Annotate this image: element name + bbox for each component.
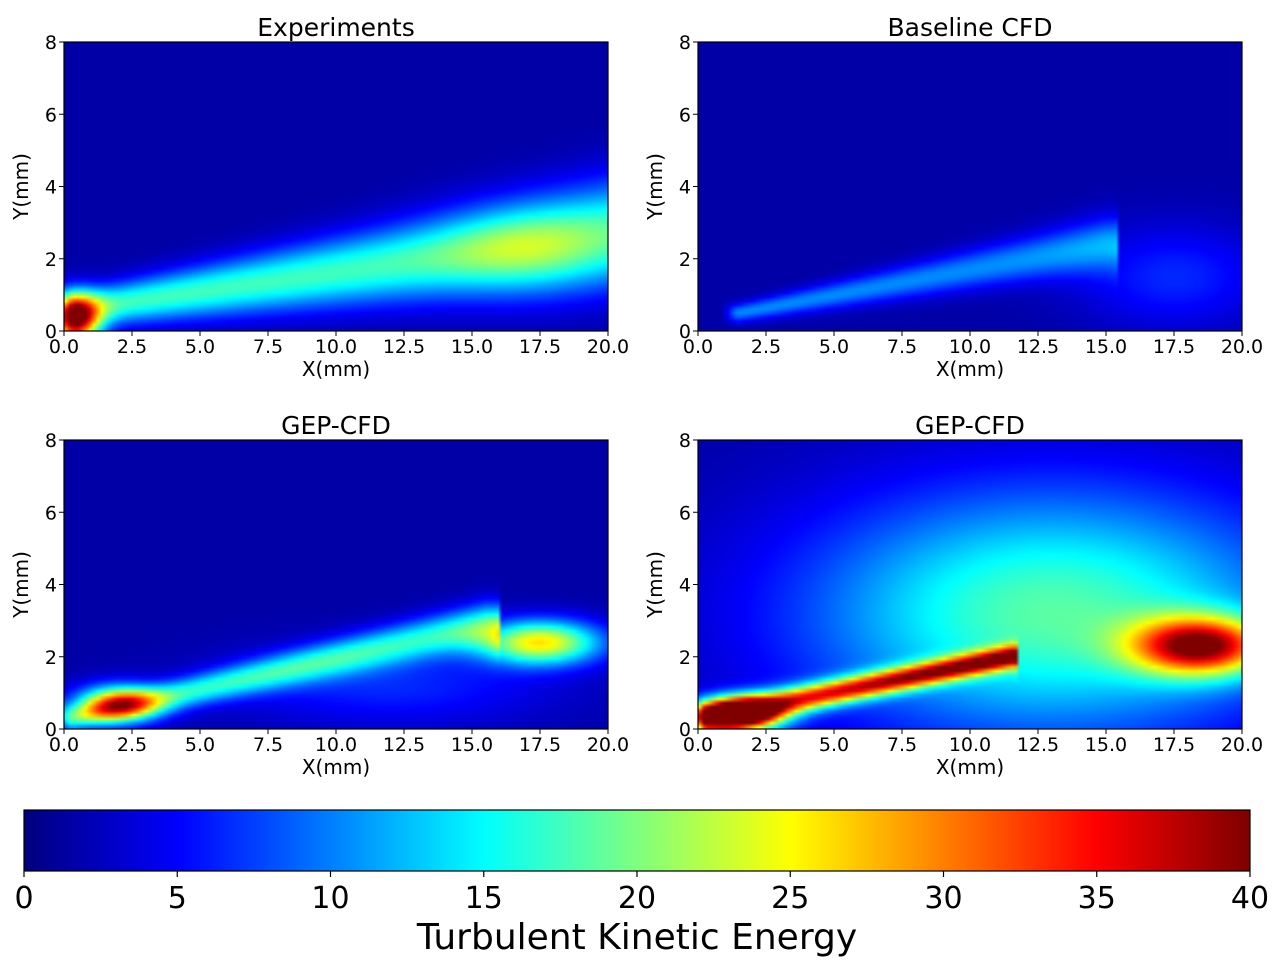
x-tick-label: 20.0	[1221, 336, 1263, 358]
y-tick-label: 6	[45, 502, 57, 524]
x-tick-label: 15.0	[451, 336, 493, 358]
x-tick-label: 10.0	[949, 336, 991, 358]
x-tick-label: 15.0	[451, 734, 493, 756]
x-tick-label: 2.5	[117, 734, 147, 756]
x-tick-label: 7.5	[887, 336, 917, 358]
colorbar-tick-label: 40	[1231, 881, 1269, 916]
y-tick-label: 2	[679, 647, 691, 669]
y-tick-label: 4	[679, 177, 691, 199]
x-tick-label: 0.0	[49, 734, 79, 756]
x-axis-label: X(mm)	[936, 755, 1004, 779]
colorbar-tick-label: 10	[311, 881, 349, 916]
y-tick-label: 6	[679, 104, 691, 126]
x-tick-label: 7.5	[887, 734, 917, 756]
panel-title: Baseline CFD	[887, 13, 1052, 42]
x-tick-label: 17.5	[1153, 336, 1195, 358]
x-tick-label: 20.0	[587, 734, 629, 756]
x-tick-label: 5.0	[185, 336, 215, 358]
x-tick-label: 20.0	[1221, 734, 1263, 756]
colorbar-gradient	[24, 810, 1250, 871]
x-tick-label: 17.5	[519, 336, 561, 358]
heatmap-field	[64, 440, 608, 729]
x-tick-label: 12.5	[1017, 336, 1059, 358]
x-tick-label: 0.0	[683, 336, 713, 358]
colorbar-tick-label: 20	[618, 881, 656, 916]
x-tick-label: 5.0	[819, 336, 849, 358]
colorbar-tick-label: 35	[1078, 881, 1116, 916]
x-tick-label: 12.5	[383, 734, 425, 756]
y-tick-label: 6	[679, 502, 691, 524]
y-tick-label: 4	[679, 575, 691, 597]
x-axis-label: X(mm)	[936, 357, 1004, 381]
colorbar-tick-label: 5	[168, 881, 187, 916]
x-tick-label: 15.0	[1085, 336, 1127, 358]
x-tick-label: 7.5	[253, 734, 283, 756]
colorbar-tick-label: 30	[924, 881, 962, 916]
heatmap-field	[698, 440, 1242, 729]
x-tick-label: 10.0	[315, 336, 357, 358]
y-tick-label: 8	[679, 32, 691, 54]
y-tick-label: 8	[45, 32, 57, 54]
y-tick-label: 2	[679, 249, 691, 271]
y-tick-label: 4	[45, 177, 57, 199]
x-tick-label: 12.5	[1017, 734, 1059, 756]
y-axis-label: Y(mm)	[643, 551, 667, 619]
x-axis-label: X(mm)	[302, 755, 370, 779]
x-tick-label: 2.5	[117, 336, 147, 358]
y-tick-label: 0	[679, 321, 691, 343]
x-tick-label: 17.5	[1153, 734, 1195, 756]
heatmap-field	[698, 42, 1242, 331]
x-tick-label: 0.0	[683, 734, 713, 756]
x-tick-label: 7.5	[253, 336, 283, 358]
y-tick-label: 2	[45, 249, 57, 271]
y-tick-label: 2	[45, 647, 57, 669]
y-tick-label: 8	[679, 430, 691, 452]
x-tick-label: 2.5	[751, 734, 781, 756]
x-tick-label: 5.0	[185, 734, 215, 756]
y-tick-label: 0	[45, 719, 57, 741]
y-axis-label: Y(mm)	[9, 551, 33, 619]
panel-title: GEP-CFD	[915, 411, 1025, 440]
colorbar-tick-label: 15	[465, 881, 503, 916]
y-tick-label: 0	[45, 321, 57, 343]
x-tick-label: 10.0	[315, 734, 357, 756]
colorbar-tick-label: 0	[14, 881, 33, 916]
x-tick-label: 5.0	[819, 734, 849, 756]
x-tick-label: 10.0	[949, 734, 991, 756]
y-axis-label: Y(mm)	[643, 153, 667, 221]
panel-title: GEP-CFD	[281, 411, 391, 440]
x-tick-label: 17.5	[519, 734, 561, 756]
x-tick-label: 12.5	[383, 336, 425, 358]
y-axis-label: Y(mm)	[9, 153, 33, 221]
heatmap-field	[64, 42, 608, 331]
x-tick-label: 20.0	[587, 336, 629, 358]
y-tick-label: 0	[679, 719, 691, 741]
x-tick-label: 15.0	[1085, 734, 1127, 756]
x-tick-label: 2.5	[751, 336, 781, 358]
x-axis-label: X(mm)	[302, 357, 370, 381]
y-tick-label: 4	[45, 575, 57, 597]
y-tick-label: 8	[45, 430, 57, 452]
colorbar-tick-label: 25	[771, 881, 809, 916]
colorbar-label: Turbulent Kinetic Energy	[416, 917, 857, 958]
x-tick-label: 0.0	[49, 336, 79, 358]
y-tick-label: 6	[45, 104, 57, 126]
panel-title: Experiments	[257, 13, 414, 42]
